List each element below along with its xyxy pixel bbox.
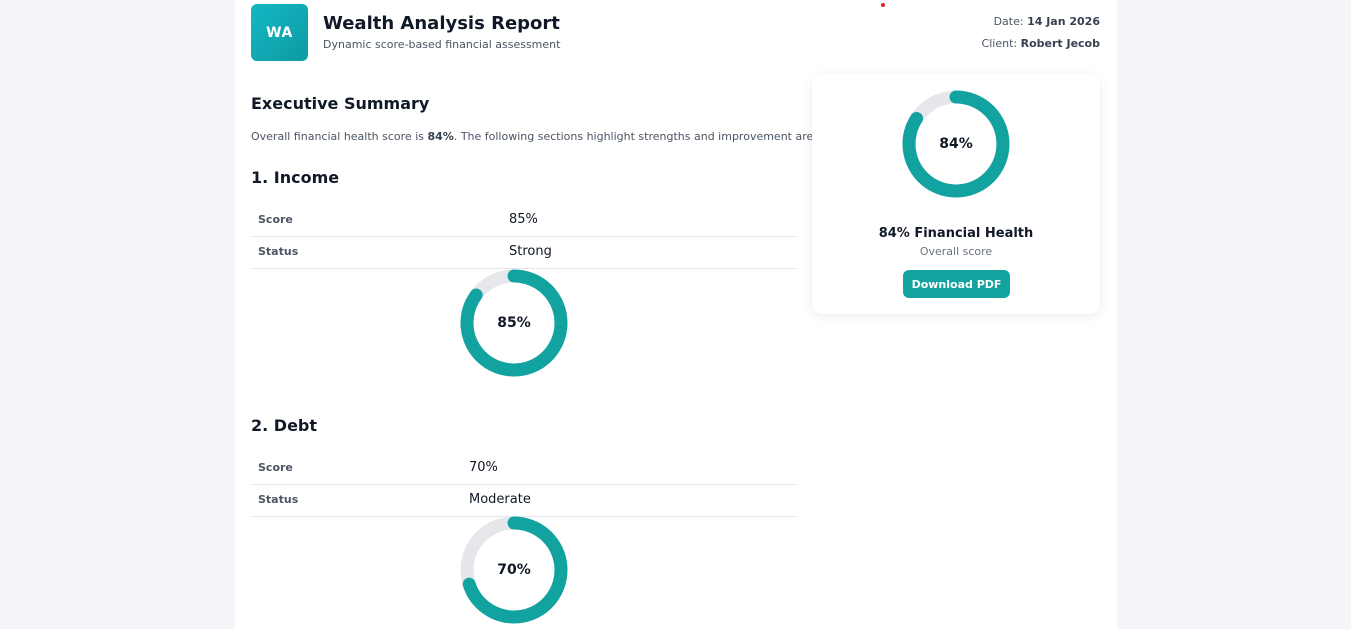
table-row: Score 85%	[251, 204, 796, 237]
donut-label: 85%	[497, 315, 531, 331]
table-row: Status Strong	[251, 236, 796, 269]
report-client: Client: Robert Jecob	[982, 37, 1100, 50]
logo: WA	[251, 4, 308, 61]
client-label: Client:	[981, 37, 1018, 50]
download-pdf-button[interactable]: Download PDF	[903, 270, 1010, 298]
overall-donut-chart: 84%	[902, 90, 1010, 198]
summary-score: 84%	[427, 130, 454, 143]
report-date: Date: 14 Jan 2026	[994, 15, 1100, 28]
donut-progress	[902, 90, 1010, 198]
indicator-dot	[881, 3, 885, 7]
donut-label: 84%	[939, 136, 973, 152]
income-donut-svg	[460, 269, 568, 377]
table-row: Score 70%	[251, 452, 796, 485]
page-title: Wealth Analysis Report	[323, 13, 560, 34]
summary-text-after: . The following sections highlight stren…	[453, 130, 830, 143]
income-donut-chart: 85%	[460, 269, 568, 377]
overall-donut-svg	[902, 90, 1010, 198]
summary-text-before: Overall financial health score is	[251, 130, 428, 143]
score-label: Score	[258, 461, 293, 474]
table-row: Status Moderate	[251, 484, 796, 517]
donut-label: 70%	[497, 562, 531, 578]
overall-score-subtitle: Overall score	[919, 245, 993, 258]
overall-score-card: 84% 84% Financial Health Overall score D…	[812, 74, 1100, 314]
status-label: Status	[258, 493, 299, 506]
debt-donut-svg	[460, 516, 568, 624]
executive-summary-text: Overall financial health score is 84%. T…	[251, 130, 829, 143]
status-value: Strong	[509, 244, 552, 259]
financial-health-title: 84% Financial Health	[878, 226, 1034, 241]
debt-donut-chart: 70%	[460, 516, 568, 624]
donut-progress	[460, 516, 568, 624]
date-value: 14 Jan 2026	[1027, 15, 1100, 28]
section-heading: 2. Debt	[251, 416, 318, 435]
status-label: Status	[258, 245, 299, 258]
executive-summary-heading: Executive Summary	[251, 94, 430, 113]
page-subtitle: Dynamic score-based financial assessment	[323, 38, 561, 51]
logo-text: WA	[266, 24, 293, 41]
report-page: WA Wealth Analysis Report Dynamic score-…	[235, 0, 1117, 629]
score-value: 85%	[509, 212, 538, 227]
donut-progress	[460, 269, 568, 377]
score-label: Score	[258, 213, 293, 226]
client-value: Robert Jecob	[1020, 37, 1100, 50]
date-label: Date:	[993, 15, 1024, 28]
score-value: 70%	[469, 460, 498, 475]
section-heading: 1. Income	[251, 168, 340, 187]
status-value: Moderate	[469, 492, 531, 507]
